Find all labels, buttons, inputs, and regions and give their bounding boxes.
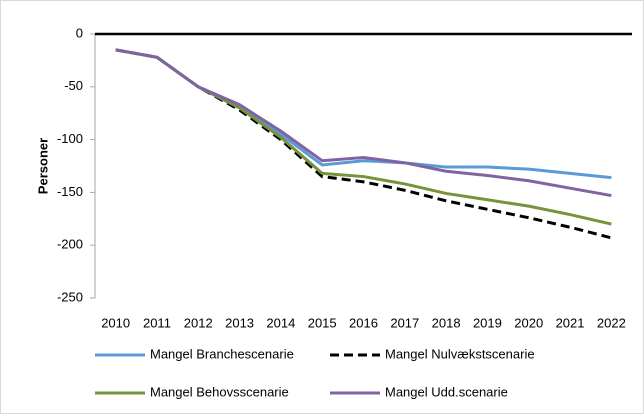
y-tick-label: -100 [57, 131, 83, 146]
x-tick-label: 2013 [225, 315, 254, 330]
legend-label: Mangel Udd.scenarie [385, 384, 508, 399]
legend-label: Mangel Nulvækstscenarie [385, 346, 535, 361]
y-tick-label: -200 [57, 237, 83, 252]
x-tick-label: 2020 [514, 315, 543, 330]
x-tick-label: 2016 [349, 315, 378, 330]
x-tick-label: 2011 [143, 315, 171, 330]
legend-label: Mangel Branchescenarie [150, 346, 294, 361]
x-tick-label: 2012 [184, 315, 213, 330]
legend-label: Mangel Behovsscenarie [150, 384, 289, 399]
x-tick-label: 2015 [308, 315, 337, 330]
y-tick-label: -150 [57, 184, 83, 199]
x-tick-label: 2022 [597, 315, 626, 330]
x-tick-label: 2021 [556, 315, 585, 330]
y-tick-label: -50 [64, 78, 83, 93]
y-tick-label: 0 [76, 25, 83, 40]
y-axis-label: Personer [35, 138, 50, 194]
x-tick-label: 2010 [101, 315, 130, 330]
x-tick-label: 2019 [473, 315, 502, 330]
x-tick-label: 2018 [432, 315, 461, 330]
x-tick-label: 2017 [390, 315, 419, 330]
series-line [115, 48, 612, 198]
x-tick-label: 2014 [266, 315, 295, 330]
y-tick-label: -250 [57, 289, 83, 304]
